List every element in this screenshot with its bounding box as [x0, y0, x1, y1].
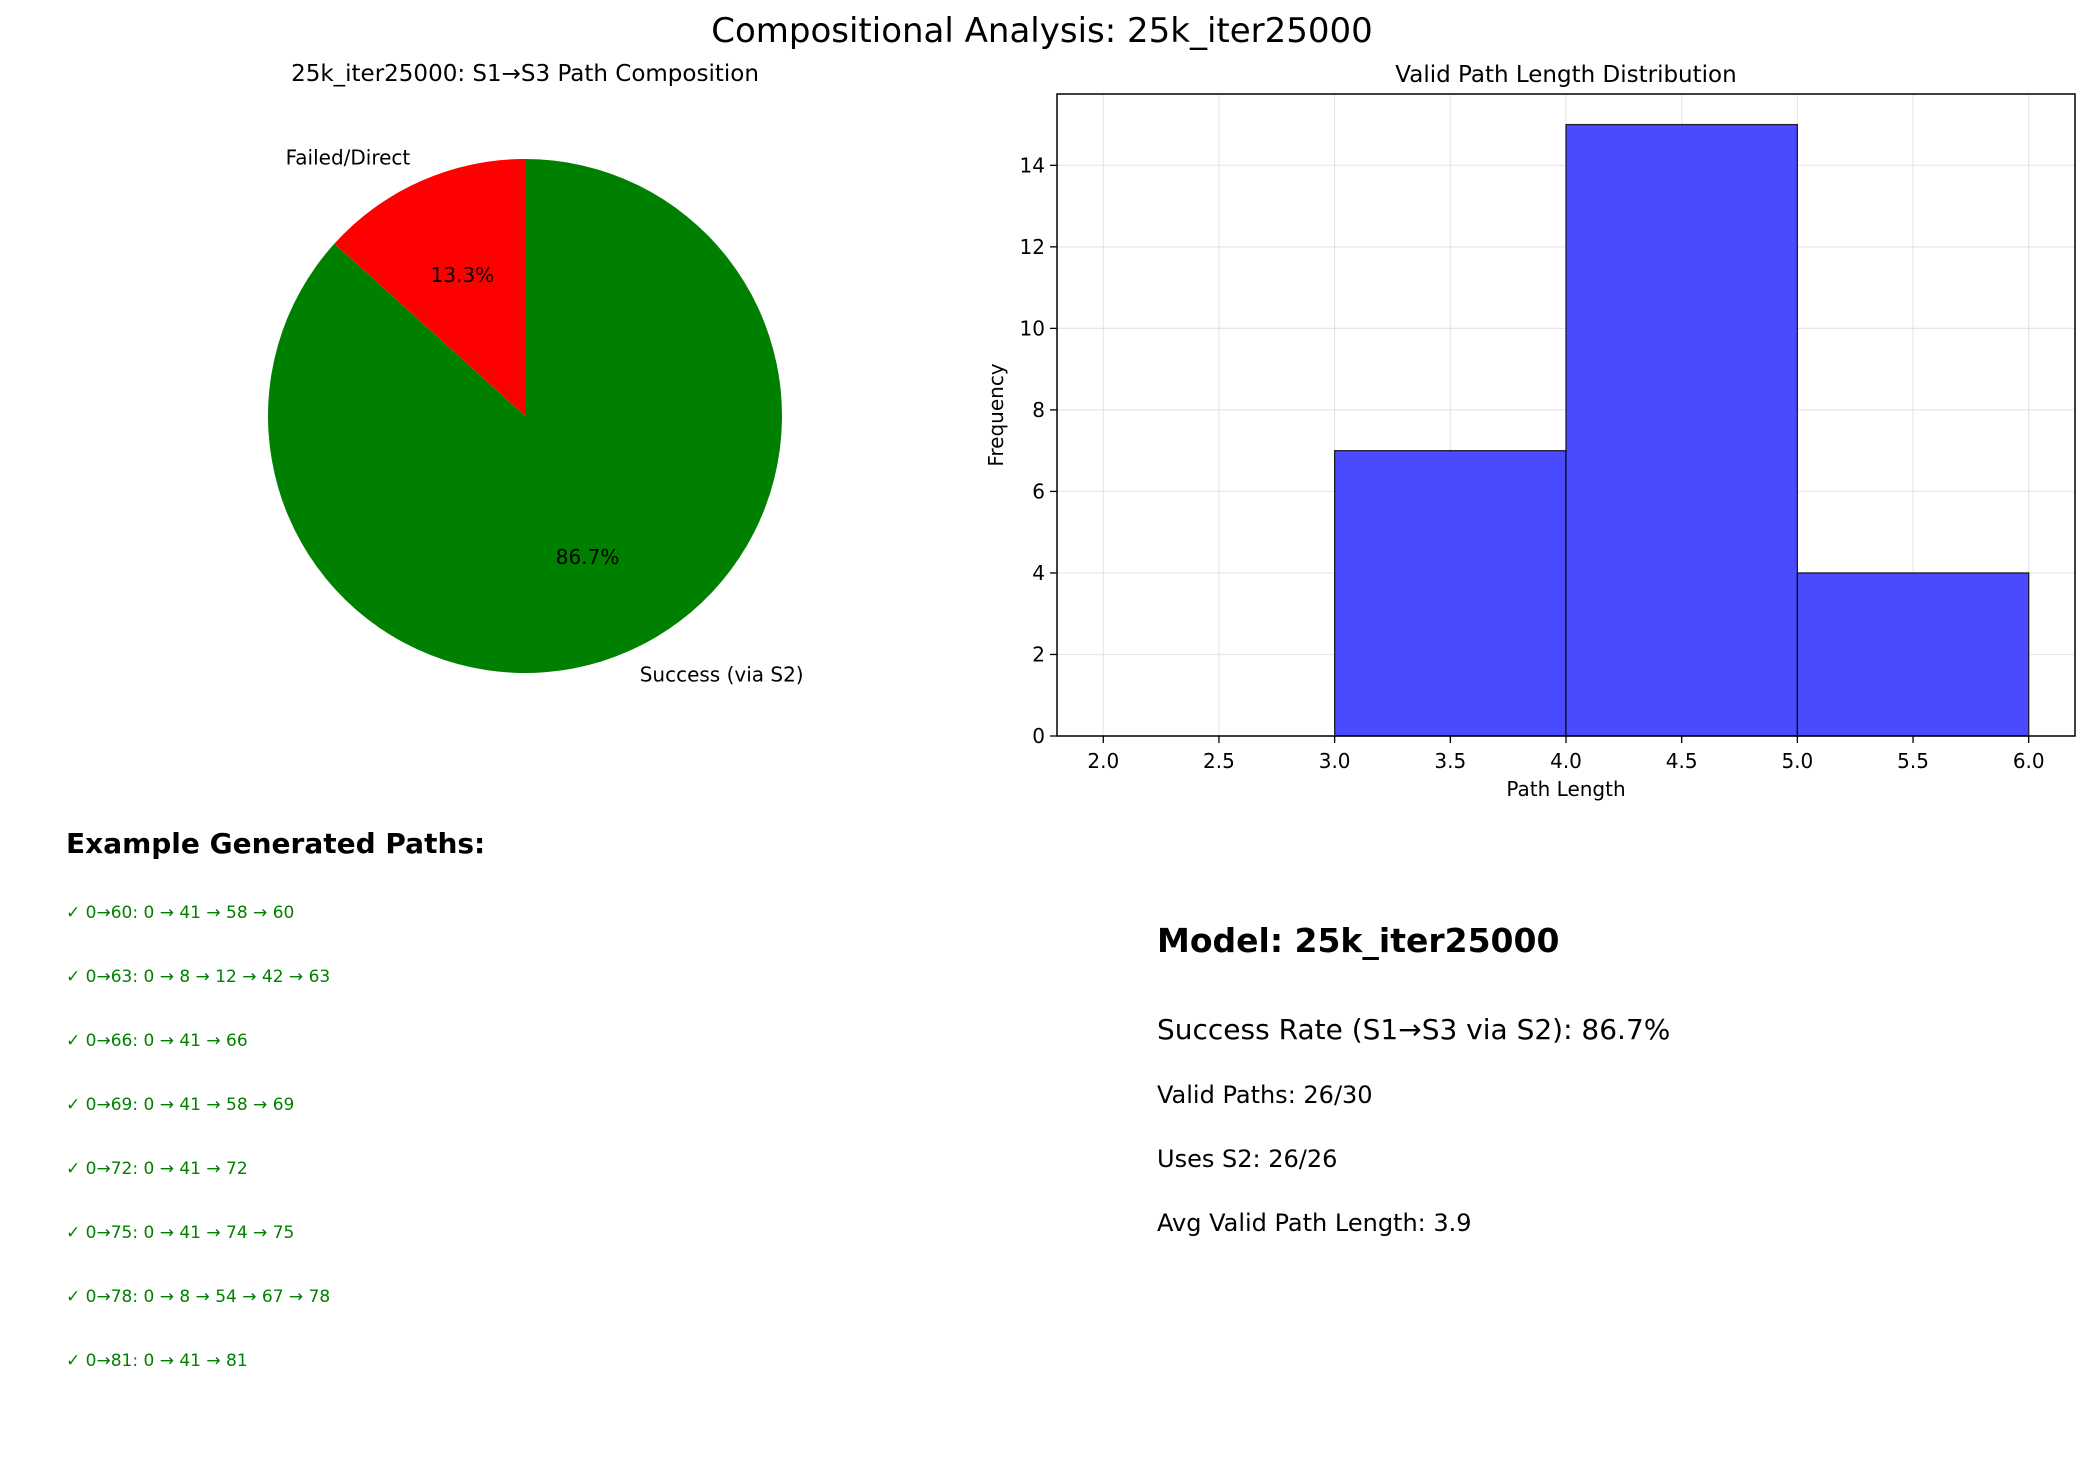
pie-chart: 25k_iter25000: S1→S3 Path Composition Fa…	[267, 61, 804, 686]
uses-s2-stat: Uses S2: 26/26	[1157, 1145, 1338, 1173]
pie-chart-title: 25k_iter25000: S1→S3 Path Composition	[291, 61, 759, 87]
histogram-y-tick-label: 10	[1020, 316, 1045, 340]
histogram-y-tick-label: 2	[1032, 642, 1045, 666]
pie-slice-label: Failed/Direct	[286, 146, 411, 170]
example-paths-panel: Example Generated Paths: ✓ 0→60: 0 → 41 …	[66, 825, 966, 1393]
example-path-item: ✓ 0→66: 0 → 41 → 66	[66, 1031, 248, 1051]
histogram-y-axis-label: Frequency	[984, 363, 1008, 466]
histogram-bar	[1333, 450, 1567, 737]
pie-percent-label: 13.3%	[431, 263, 495, 287]
example-path-item: ✓ 0→69: 0 → 41 → 58 → 69	[66, 1095, 295, 1115]
histogram-y-tick-label: 8	[1032, 398, 1045, 422]
histogram-y-tick-label: 4	[1032, 561, 1045, 585]
histogram-y-tick-label: 0	[1032, 724, 1045, 748]
histogram-bar	[1565, 123, 1799, 737]
example-path-item: ✓ 0→81: 0 → 41 → 81	[66, 1351, 248, 1371]
example-path-item: ✓ 0→78: 0 → 8 → 54 → 67 → 78	[66, 1287, 331, 1307]
histogram-y-tick-label: 12	[1020, 235, 1045, 259]
valid-paths-stat: Valid Paths: 26/30	[1157, 1081, 1373, 1109]
example-paths-title: Example Generated Paths:	[66, 827, 486, 860]
figure-suptitle: Compositional Analysis: 25k_iter25000	[711, 11, 1373, 51]
model-stats-panel: Model: 25k_iter25000 Success Rate (S1→S3…	[1157, 910, 2057, 1267]
histogram-x-tick-label: 5.0	[1781, 749, 1813, 773]
example-paths-list: ✓ 0→60: 0 → 41 → 58 → 60 ✓ 0→63: 0 → 8 → …	[66, 881, 966, 1393]
pie-slice-success	[267, 159, 783, 674]
pie-percent-label: 86.7%	[556, 545, 620, 569]
example-path-item: ✓ 0→72: 0 → 41 → 72	[66, 1159, 248, 1179]
histogram-x-tick-label: 3.5	[1434, 749, 1466, 773]
histogram-title: Valid Path Length Distribution	[1395, 62, 1736, 88]
pie-slice-failed	[334, 159, 525, 416]
model-name: Model: 25k_iter25000	[1157, 921, 1560, 960]
example-path-item: ✓ 0→63: 0 → 8 → 12 → 42 → 63	[66, 967, 331, 987]
histogram-y-tick-label: 6	[1032, 479, 1045, 503]
example-path-item: ✓ 0→60: 0 → 41 → 58 → 60	[66, 903, 295, 923]
histogram-x-axis-label: Path Length	[1506, 777, 1625, 801]
histogram-bar	[1796, 572, 2030, 737]
example-path-item: ✓ 0→75: 0 → 41 → 74 → 75	[66, 1223, 295, 1243]
avg-path-length-stat: Avg Valid Path Length: 3.9	[1157, 1209, 1472, 1237]
pie-slice-label: Success (via S2)	[640, 662, 804, 686]
histogram-x-tick-label: 2.5	[1203, 749, 1235, 773]
histogram-x-tick-label: 6.0	[2013, 749, 2045, 773]
histogram-x-tick-label: 4.5	[1666, 749, 1698, 773]
histogram-chart: Valid Path Length Distribution 2.0 2.5 3.0…	[984, 62, 2076, 801]
histogram-x-tick-label: 5.5	[1897, 749, 1929, 773]
histogram-x-tick-label: 3.0	[1319, 749, 1351, 773]
histogram-x-tick-label: 4.0	[1550, 749, 1582, 773]
histogram-y-tick-label: 14	[1020, 153, 1045, 177]
success-rate: Success Rate (S1→S3 via S2): 86.7%	[1157, 1013, 1671, 1046]
histogram-x-tick-label: 2.0	[1087, 749, 1119, 773]
